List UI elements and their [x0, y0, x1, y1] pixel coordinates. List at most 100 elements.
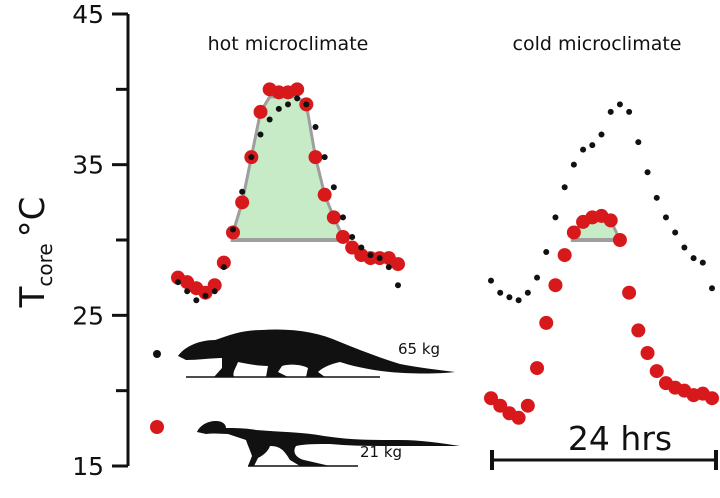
data-point-black	[239, 188, 246, 195]
data-point-black	[358, 244, 365, 251]
data-point-red	[548, 278, 563, 293]
y-tick-label: 15	[72, 452, 104, 481]
data-point-red	[631, 323, 646, 338]
data-point-black	[321, 154, 328, 161]
y-axis-title: Tcore °C	[13, 197, 57, 309]
data-point-black	[257, 131, 264, 138]
data-point-red	[317, 187, 332, 202]
legend-marker-red	[150, 420, 164, 434]
data-point-black	[644, 169, 651, 176]
data-point-black	[561, 184, 568, 191]
data-point-black	[175, 279, 181, 286]
data-point-black	[598, 131, 605, 138]
y-axis-title-main: T	[13, 286, 53, 308]
data-point-red	[253, 104, 268, 119]
mass-label-21kg: 21 kg	[360, 443, 402, 461]
data-point-black	[690, 255, 697, 262]
svg-text:Tcore°C: Tcore °C	[13, 197, 57, 309]
y-axis-title-unit: °C	[13, 197, 53, 238]
small-theropod-silhouette	[197, 421, 460, 467]
data-point-red	[511, 410, 526, 425]
data-point-black	[709, 285, 715, 292]
data-point-red	[326, 210, 341, 225]
data-point-red	[640, 346, 655, 360]
data-point-black	[340, 214, 346, 221]
data-point-black	[193, 297, 200, 304]
data-point-black	[515, 297, 522, 304]
mass-label-65kg: 65 kg	[398, 340, 440, 358]
data-point-black	[662, 214, 669, 221]
data-point-black	[488, 277, 494, 284]
data-point-black	[184, 288, 191, 295]
data-point-red	[539, 315, 554, 330]
data-point-black	[626, 108, 633, 115]
data-point-black	[699, 259, 706, 266]
data-point-black	[330, 184, 337, 191]
data-point-black	[202, 292, 209, 299]
data-point-black	[524, 289, 531, 296]
data-point-black	[211, 288, 218, 295]
monitor-lizard-silhouette	[178, 329, 455, 378]
y-axis-title-sub: core	[33, 243, 57, 286]
data-point-red	[235, 195, 250, 210]
data-point-red	[290, 82, 305, 97]
data-point-red	[226, 225, 240, 240]
data-point-red	[603, 213, 618, 228]
data-point-black	[220, 264, 227, 271]
data-point-black	[506, 294, 513, 301]
data-point-black	[607, 108, 614, 115]
data-point-black	[616, 101, 623, 108]
data-point-red	[566, 225, 581, 240]
data-point-black	[266, 116, 273, 123]
data-point-red	[308, 150, 323, 165]
data-point-black	[303, 101, 310, 108]
data-point-black	[635, 139, 642, 146]
legend-marker-black	[153, 350, 161, 358]
y-tick-label: 25	[72, 301, 104, 330]
panel-hot: hot microclimate	[171, 33, 405, 304]
data-point-red	[649, 364, 664, 379]
data-point-black	[552, 214, 559, 221]
data-point-black	[376, 255, 383, 262]
data-point-black	[497, 289, 504, 296]
data-point-black	[312, 124, 319, 130]
data-point-black	[367, 252, 374, 259]
data-point-red	[557, 248, 572, 263]
panel-title: cold microclimate	[513, 33, 682, 55]
data-point-black	[653, 194, 660, 201]
data-point-black	[395, 282, 401, 289]
y-tick-label: 45	[72, 0, 104, 29]
data-point-red	[612, 233, 627, 247]
panels: hot microclimate cold microclimate	[171, 33, 719, 425]
panel-title: hot microclimate	[208, 33, 369, 55]
y-axis: 15 25 35 45	[72, 0, 130, 481]
scale-bar-label: 24 hrs	[568, 419, 672, 458]
data-point-black	[230, 226, 236, 233]
legend: 65 kg 21 kg	[150, 329, 460, 467]
data-point-black	[248, 154, 255, 161]
data-point-red	[216, 255, 231, 270]
data-point-red	[336, 229, 350, 244]
data-point-red	[207, 278, 222, 293]
data-point-black	[275, 105, 282, 112]
data-point-black	[672, 229, 679, 236]
data-point-black	[543, 249, 550, 256]
time-scale-bar: 24 hrs	[490, 419, 718, 470]
data-point-black	[681, 244, 688, 251]
data-point-red	[391, 257, 405, 272]
data-point-red	[705, 391, 719, 406]
data-point-black	[294, 95, 301, 102]
data-point-black	[570, 161, 577, 168]
data-point-black	[534, 274, 541, 281]
data-point-black	[589, 142, 596, 149]
data-point-red	[530, 361, 545, 376]
y-tick-label: 35	[72, 151, 104, 180]
data-point-black	[349, 233, 356, 240]
data-point-red	[520, 398, 535, 413]
data-point-black	[385, 264, 392, 271]
data-point-black	[580, 146, 587, 153]
panel-cold: cold microclimate	[484, 33, 719, 425]
data-point-black	[285, 101, 291, 108]
data-point-red	[622, 285, 637, 300]
